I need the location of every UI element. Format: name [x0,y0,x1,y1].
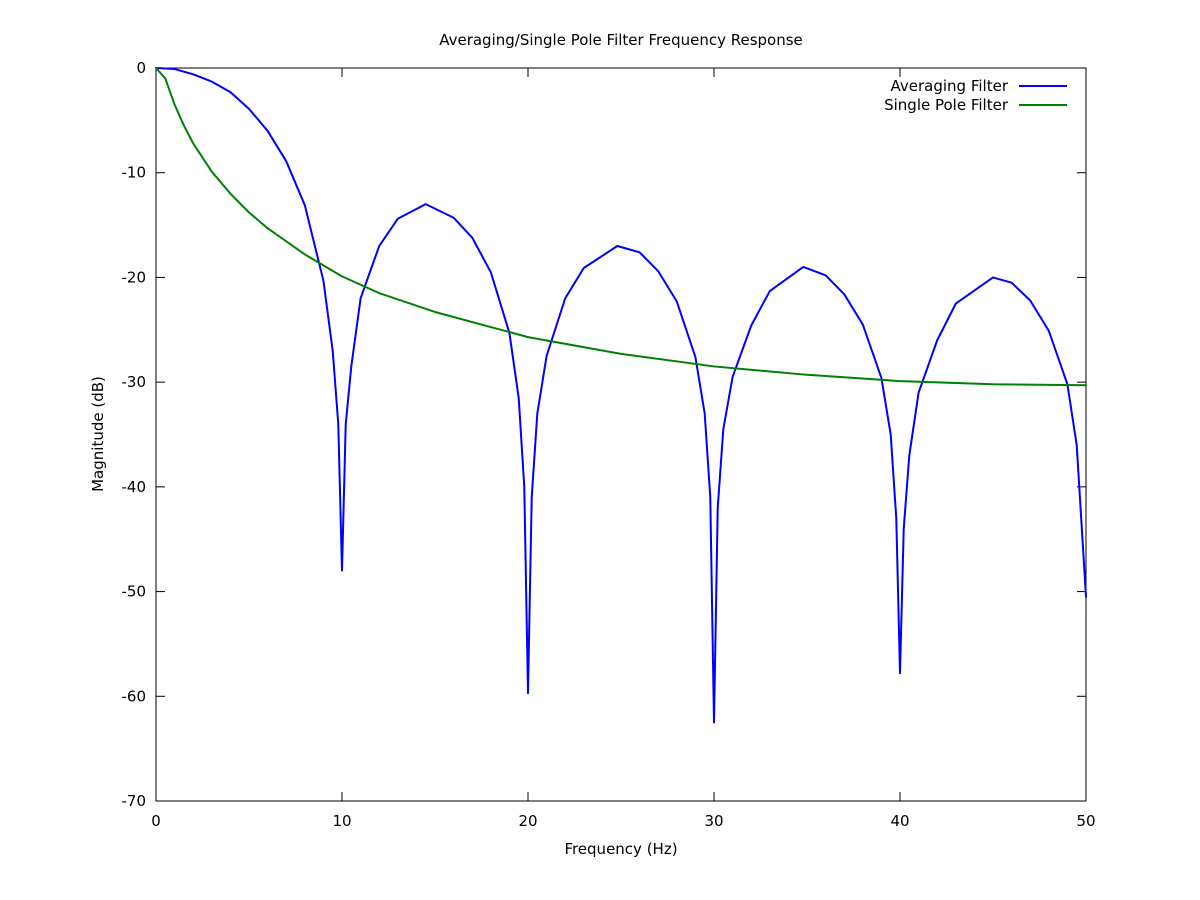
x-axis-label: Frequency (Hz) [564,840,677,858]
legend-label-averaging-filter: Averaging Filter [891,77,1009,95]
y-tick-label: -60 [122,687,147,705]
y-tick-label: -20 [122,268,147,286]
x-tick-label: 20 [518,812,537,830]
x-axis-ticks: 0 10 20 30 40 50 [151,68,1096,830]
y-tick-label: -70 [122,792,147,810]
series-layer [155,67,1087,724]
chart-title: Averaging/Single Pole Filter Frequency R… [439,31,803,49]
x-tick-label: 50 [1076,812,1095,830]
x-tick-label: 40 [890,812,909,830]
single-pole-filter-line [155,67,1087,387]
x-tick-label: 10 [332,812,351,830]
y-axis-label: Magnitude (dB) [89,376,107,492]
plot-area-frame [155,67,1087,802]
y-tick-label: 0 [136,59,146,77]
y-axis-ticks: 0 -10 -20 -30 -40 -50 -60 -70 [122,59,1086,810]
x-tick-label: 30 [704,812,723,830]
y-tick-label: -30 [122,373,147,391]
y-tick-label: -40 [122,478,147,496]
legend-label-single-pole-filter: Single Pole Filter [884,96,1009,114]
y-tick-label: -10 [122,164,147,182]
y-tick-label: -50 [122,583,147,601]
averaging-filter-line [155,67,1087,724]
x-tick-label: 0 [151,812,161,830]
